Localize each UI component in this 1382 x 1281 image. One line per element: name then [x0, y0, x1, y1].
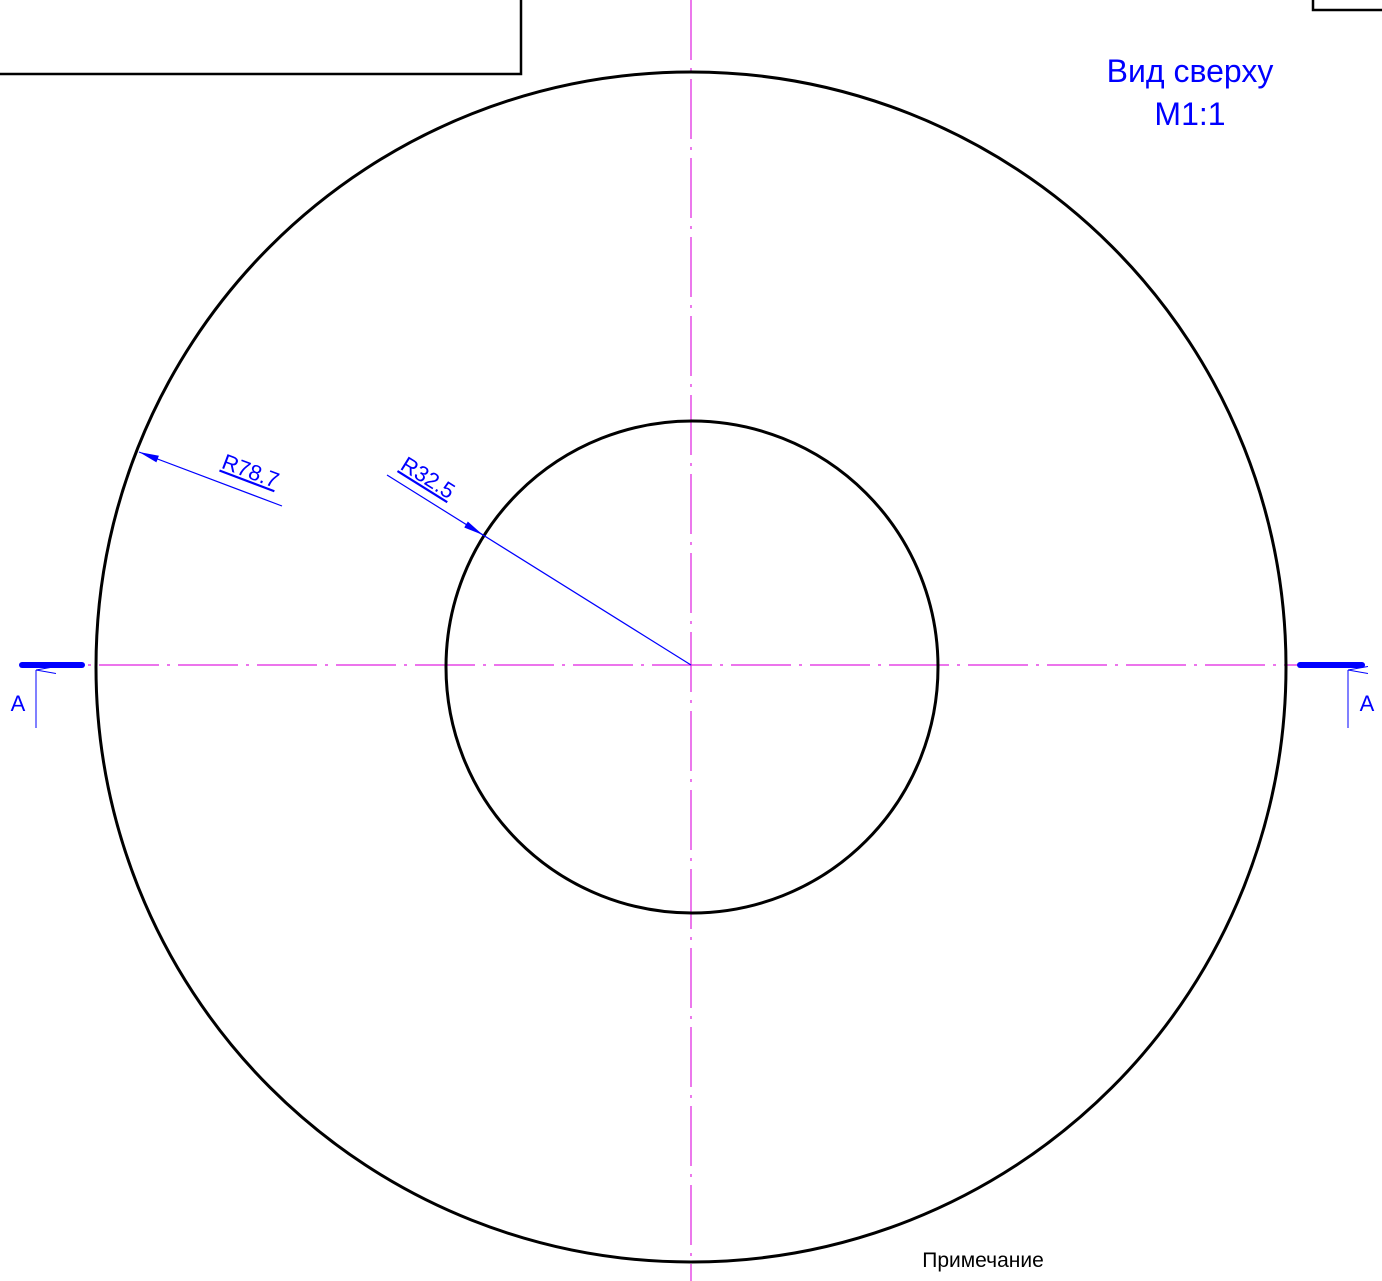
inner-circle: [444, 419, 940, 915]
outer-circle: [94, 70, 1288, 1264]
frame: [0, 0, 523, 76]
dimension-label: R78.7: [219, 449, 283, 493]
view-scale: М1:1: [1154, 96, 1225, 132]
section-label: A: [11, 691, 26, 716]
dimension-line: [386, 474, 692, 666]
dimension-line: [138, 451, 283, 507]
view-title: Вид сверху: [1107, 53, 1274, 89]
section-label: A: [1360, 691, 1375, 716]
dimension-arrow: [464, 521, 484, 536]
note: Примечание: [922, 1249, 1044, 1272]
frame: [1311, 0, 1382, 12]
dimension-label: R32.5: [396, 451, 459, 503]
